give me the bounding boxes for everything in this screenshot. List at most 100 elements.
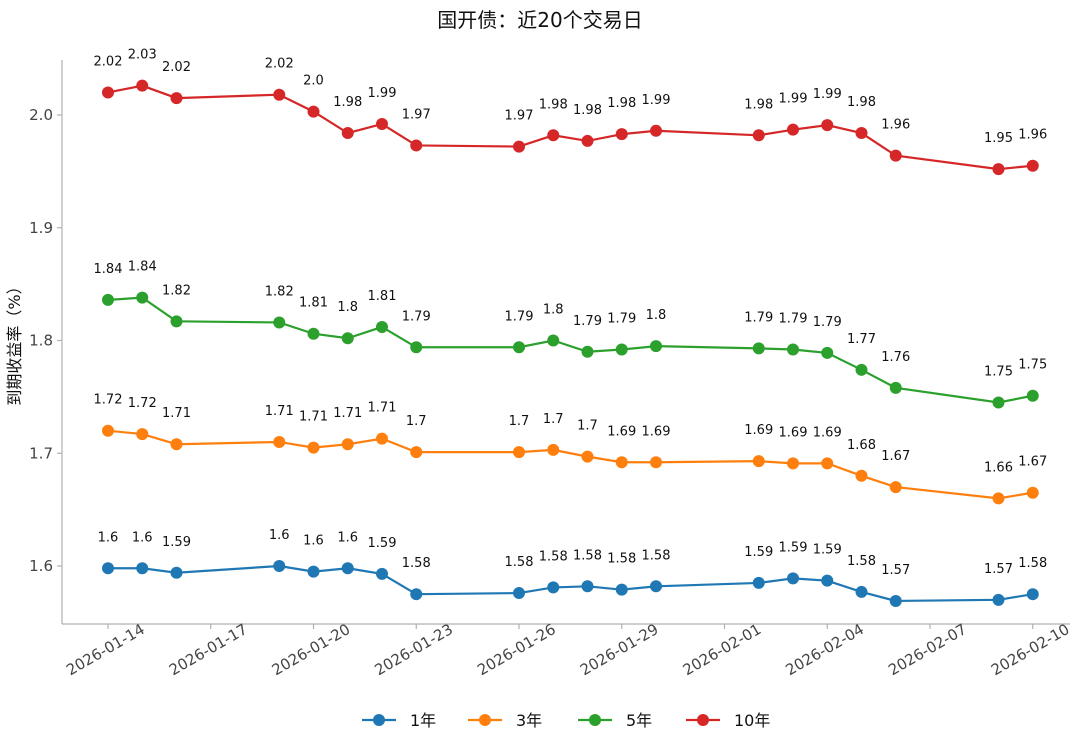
data-point [376,567,388,580]
data-point [615,583,628,596]
data-label: 1.97 [402,107,431,122]
data-label: 2.0 [303,74,324,89]
data-point [341,332,354,345]
data-point [136,79,149,92]
data-point [581,450,594,463]
data-point [581,345,594,358]
data-point [513,446,525,459]
data-point [341,127,354,140]
legend-item-3年[interactable]: 3年 [468,711,542,730]
data-label: 1.72 [94,393,123,408]
legend-item-1年[interactable]: 1年 [362,711,436,730]
data-label: 1.7 [577,419,598,434]
legend-label: 5年 [626,711,652,730]
y-tick-label: 2.0 [29,106,53,124]
data-label: 1.95 [984,131,1013,146]
data-point [889,481,902,494]
data-point [1026,588,1039,601]
legend-marker [697,714,709,726]
data-label: 1.66 [984,460,1013,475]
data-label: 1.98 [539,97,568,112]
data-point [1026,389,1039,402]
data-label: 1.98 [847,95,876,110]
data-point [821,457,834,470]
data-point [273,316,286,329]
data-label: 1.8 [337,300,358,315]
data-point [855,585,868,598]
data-point [821,346,834,359]
y-tick-label: 1.7 [29,444,53,462]
data-point [170,315,183,328]
data-point [341,562,354,575]
chart-title: 国开债：近20个交易日 [437,8,643,32]
data-label: 1.69 [642,424,671,439]
data-point [752,576,765,589]
data-label: 1.76 [881,350,910,365]
data-label: 1.71 [299,410,328,425]
data-point [136,562,149,575]
data-label: 1.75 [984,365,1013,380]
data-point [547,443,560,456]
data-label: 1.8 [646,308,667,323]
data-point [787,123,799,136]
x-tick-label: 2026-01-17 [166,620,251,679]
data-label: 1.77 [847,332,876,347]
data-label: 1.58 [642,548,671,563]
data-point [170,438,183,451]
data-point [1026,159,1039,172]
legend[interactable]: 1年 3年 5年 10年 [362,711,770,730]
data-label: 1.7 [543,412,564,427]
data-point [307,105,320,118]
data-label: 1.59 [744,545,773,560]
data-label: 1.71 [162,406,191,421]
data-point [581,580,594,593]
data-label: 1.99 [779,92,808,107]
data-label: 1.68 [847,438,876,453]
data-label: 1.58 [539,549,568,564]
data-label: 1.7 [406,414,427,429]
data-point [787,343,799,356]
data-point [273,435,286,448]
legend-label: 1年 [410,711,436,730]
legend-item-5年[interactable]: 5年 [578,711,652,730]
x-tick-label: 2026-02-07 [885,620,970,679]
data-label: 1.6 [269,528,290,543]
data-label: 1.6 [337,530,358,545]
legend-marker [589,714,601,726]
x-tick-label: 2026-01-14 [63,620,148,679]
data-point [102,86,114,99]
x-tick-label: 2026-01-23 [371,620,456,679]
data-label: 1.7 [509,414,530,429]
data-label: 1.58 [847,554,876,569]
legend-item-10年[interactable]: 10年 [686,711,770,730]
data-label: 1.79 [402,309,431,324]
data-label: 2.02 [94,54,123,69]
data-point [650,456,662,469]
axes [61,60,1070,625]
data-point [650,124,662,137]
data-label: 1.79 [505,309,534,324]
data-label: 1.58 [607,552,636,567]
data-point [376,432,388,445]
data-label: 1.99 [368,86,397,101]
x-tick-label: 2026-02-10 [988,620,1073,679]
data-label: 1.59 [813,543,842,558]
data-label: 1.99 [813,87,842,102]
data-point [992,492,1005,505]
data-point [307,565,320,578]
data-point [650,340,662,353]
data-point [581,134,594,147]
data-labels: 1.6 1.6 1.59 1.6 1.6 1.6 1.59 1.58 1.58 1.58 1.58 1… [94,48,1048,578]
data-point [855,127,868,140]
data-point [1026,486,1039,499]
data-point [821,119,834,132]
data-label: 1.71 [368,401,397,416]
data-point [410,588,423,601]
data-point [273,560,286,572]
legend-marker [479,714,491,726]
series-line-5年 [107,296,1033,404]
data-point [273,88,286,101]
data-label: 1.6 [98,530,119,545]
data-point [855,363,868,376]
data-point [136,291,149,304]
